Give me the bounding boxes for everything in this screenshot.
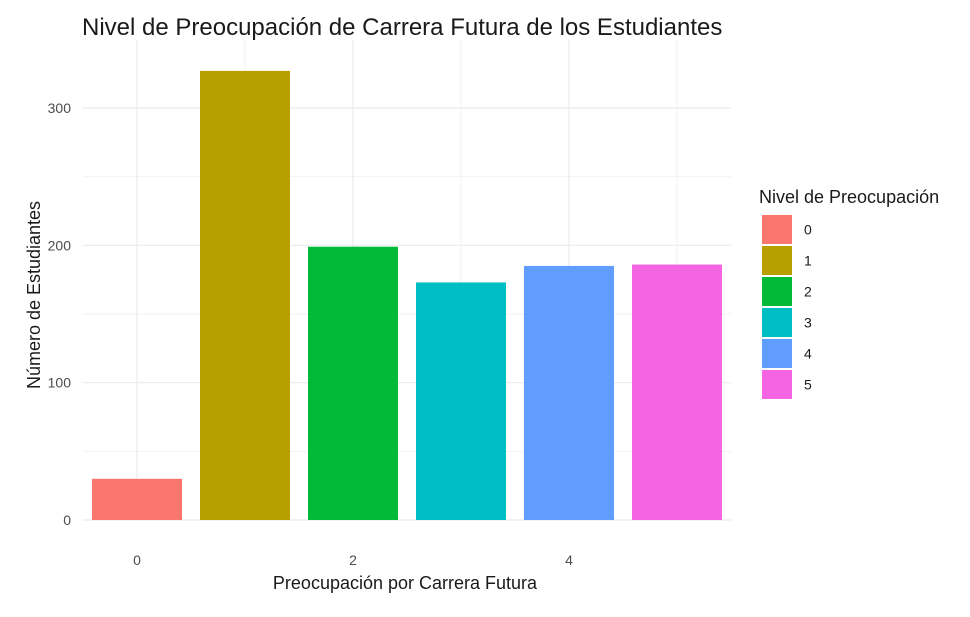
- y-tick-label: 0: [63, 512, 71, 528]
- x-axis-title: Preocupación por Carrera Futura: [273, 573, 538, 593]
- legend-label: 1: [804, 253, 812, 269]
- x-tick-label: 0: [133, 552, 141, 568]
- chart-title: Nivel de Preocupación de Carrera Futura …: [82, 14, 723, 41]
- y-tick-label: 200: [48, 237, 72, 253]
- y-tick-label: 100: [48, 375, 72, 391]
- legend-item-2: 2: [762, 277, 812, 306]
- x-tick-label: 2: [349, 552, 357, 568]
- legend-label: 4: [804, 346, 812, 362]
- bar-3: [416, 282, 506, 520]
- legend-item-1: 1: [762, 246, 812, 275]
- legend-item-5: 5: [762, 370, 812, 399]
- legend-key: [762, 308, 792, 337]
- legend: Nivel de Preocupación 0 1 2 3 4 5: [759, 187, 939, 399]
- legend-item-3: 3: [762, 308, 812, 337]
- legend-label: 5: [804, 377, 812, 393]
- y-tick-label: 300: [48, 100, 72, 116]
- legend-key: [762, 215, 792, 244]
- legend-label: 3: [804, 315, 812, 331]
- legend-key: [762, 339, 792, 368]
- legend-item-0: 0: [762, 215, 812, 244]
- legend-key: [762, 246, 792, 275]
- legend-items: 0 1 2 3 4 5: [762, 215, 812, 399]
- legend-label: 2: [804, 284, 812, 300]
- legend-key: [762, 277, 792, 306]
- legend-item-4: 4: [762, 339, 812, 368]
- bar-1: [200, 70, 290, 521]
- bar-5: [632, 264, 722, 520]
- x-tick-label: 4: [565, 552, 573, 568]
- x-axis-ticks: 0 2 4: [133, 552, 573, 568]
- y-axis-ticks: 0 100 200 300: [48, 100, 72, 528]
- y-axis-title: Número de Estudiantes: [24, 201, 44, 389]
- legend-label: 0: [804, 222, 812, 238]
- bar-0: [92, 478, 182, 520]
- bars: [92, 70, 722, 521]
- legend-title: Nivel de Preocupación: [759, 187, 939, 207]
- legend-key: [762, 370, 792, 399]
- bar-4: [524, 265, 614, 520]
- bar-2: [308, 246, 398, 520]
